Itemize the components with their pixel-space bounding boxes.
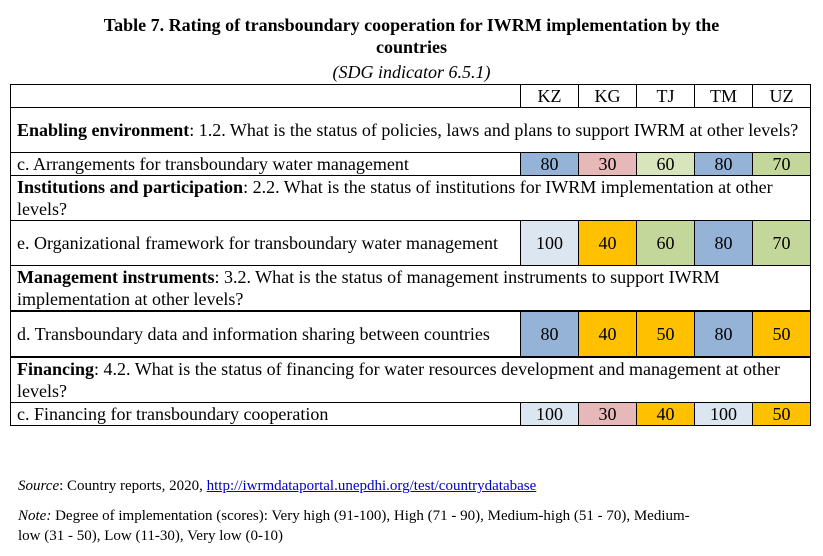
value-cell: 100 bbox=[520, 402, 579, 426]
table-row: c. Financing for transboundary cooperati… bbox=[10, 402, 811, 426]
column-header: TJ bbox=[636, 84, 695, 108]
table-row: e. Organizational framework for transbou… bbox=[10, 220, 811, 266]
value-cell: 80 bbox=[520, 152, 579, 176]
footnote: Note: Degree of implementation (scores):… bbox=[18, 506, 690, 546]
table-title: Table 7. Rating of transboundary coopera… bbox=[0, 14, 823, 58]
value-cell: 70 bbox=[752, 152, 811, 176]
value-cell: 50 bbox=[752, 402, 811, 426]
value-cell: 80 bbox=[694, 220, 753, 266]
value-cell: 80 bbox=[694, 152, 753, 176]
value-cell: 40 bbox=[578, 310, 637, 358]
section-question: : 4.2. What is the status of financing f… bbox=[17, 359, 780, 401]
section-question: : 2.2. What is the status of institution… bbox=[17, 177, 773, 219]
note-line-1: Degree of implementation (scores): Very … bbox=[51, 508, 690, 524]
value-cell: 100 bbox=[520, 220, 579, 266]
source-text: : Country reports, 2020, bbox=[59, 478, 207, 494]
section-name: Enabling environment bbox=[17, 120, 190, 140]
section-question: : 3.2. What is the status of management … bbox=[17, 267, 720, 309]
title-line-2: countries bbox=[376, 37, 447, 57]
value-cell: 60 bbox=[636, 220, 695, 266]
header-row: KZ KG TJ TM UZ bbox=[10, 84, 811, 108]
section-name: Financing bbox=[17, 359, 95, 379]
source-link[interactable]: http://iwrmdataportal.unepdhi.org/test/c… bbox=[206, 478, 537, 494]
value-cell: 30 bbox=[578, 152, 637, 176]
row-label: d. Transboundary data and information sh… bbox=[10, 310, 521, 358]
section-header-row: Financing: 4.2. What is the status of fi… bbox=[10, 356, 811, 403]
title-line-1: Table 7. Rating of transboundary coopera… bbox=[103, 15, 720, 35]
value-cell: 50 bbox=[752, 310, 811, 358]
column-header: TM bbox=[694, 84, 753, 108]
value-cell: 40 bbox=[578, 220, 637, 266]
cooperation-rating-table: KZ KG TJ TM UZ Enabling environment: 1.2… bbox=[10, 84, 811, 426]
table-row: c. Arrangements for transboundary water … bbox=[10, 152, 811, 176]
section-header-row: Enabling environment: 1.2. What is the s… bbox=[10, 107, 811, 153]
source-note: Source: Country reports, 2020, http://iw… bbox=[18, 476, 536, 496]
section-header-cell: Institutions and participation: 2.2. Wha… bbox=[10, 175, 811, 221]
section-header-cell: Financing: 4.2. What is the status of fi… bbox=[10, 356, 811, 403]
section-question: : 1.2. What is the status of policies, l… bbox=[189, 120, 799, 140]
value-cell: 70 bbox=[752, 220, 811, 266]
value-cell: 40 bbox=[636, 402, 695, 426]
section-header-row: Institutions and participation: 2.2. Wha… bbox=[10, 175, 811, 221]
header-blank-cell bbox=[10, 84, 521, 108]
value-cell: 60 bbox=[636, 152, 695, 176]
table-subtitle: (SDG indicator 6.5.1) bbox=[332, 62, 491, 82]
column-header: KG bbox=[578, 84, 637, 108]
column-header: KZ bbox=[520, 84, 579, 108]
row-label: c. Arrangements for transboundary water … bbox=[10, 152, 521, 176]
section-name: Management instruments bbox=[17, 267, 215, 287]
value-cell: 80 bbox=[694, 310, 753, 358]
section-header-row: Management instruments: 3.2. What is the… bbox=[10, 265, 811, 312]
value-cell: 80 bbox=[520, 310, 579, 358]
table-row: d. Transboundary data and information sh… bbox=[10, 310, 811, 358]
row-label: e. Organizational framework for transbou… bbox=[10, 220, 521, 266]
section-header-cell: Enabling environment: 1.2. What is the s… bbox=[10, 107, 811, 153]
value-cell: 50 bbox=[636, 310, 695, 358]
source-label: Source bbox=[18, 478, 60, 494]
value-cell: 30 bbox=[578, 402, 637, 426]
note-line-2: low (31 - 50), Low (11-30), Very low (0-… bbox=[18, 528, 283, 544]
row-label: c. Financing for transboundary cooperati… bbox=[10, 402, 521, 426]
column-header: UZ bbox=[752, 84, 811, 108]
section-name: Institutions and participation bbox=[17, 177, 244, 197]
section-header-cell: Management instruments: 3.2. What is the… bbox=[10, 265, 811, 312]
note-label: Note: bbox=[18, 508, 52, 524]
value-cell: 100 bbox=[694, 402, 753, 426]
